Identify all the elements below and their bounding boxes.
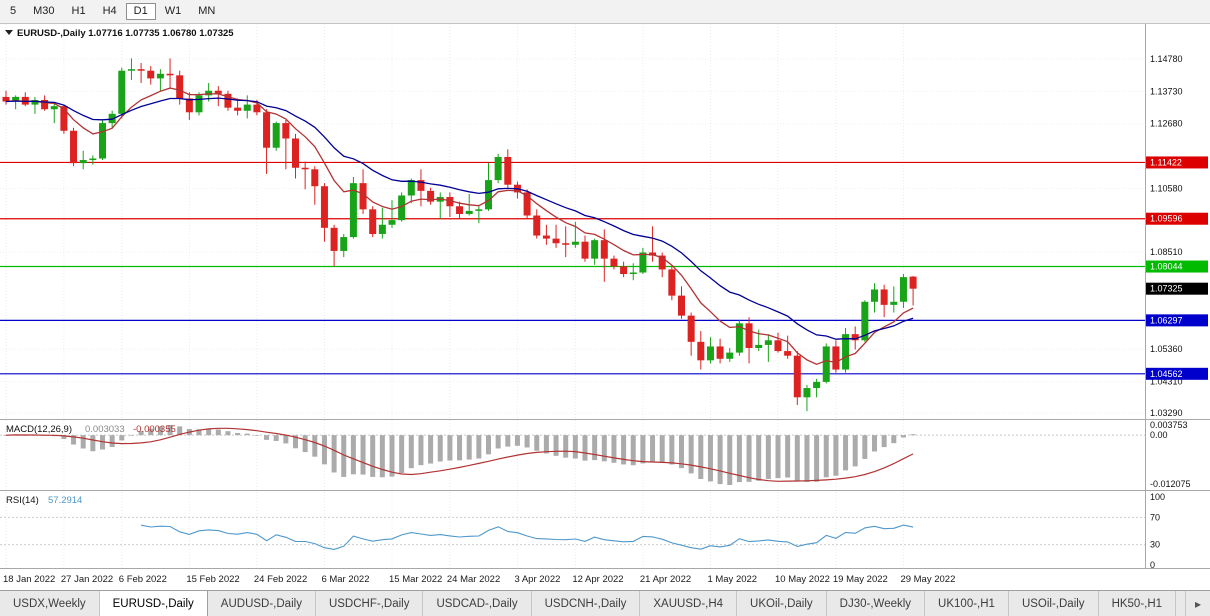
- svg-text:100: 100: [1150, 492, 1165, 502]
- timeframe-m30-button[interactable]: M30: [25, 3, 62, 20]
- ma-9-line: [5, 87, 914, 366]
- svg-text:1.07325: 1.07325: [1150, 284, 1183, 294]
- svg-text:70: 70: [1150, 512, 1160, 522]
- svg-text:1.09596: 1.09596: [1150, 214, 1183, 224]
- tab-usdcnh-daily[interactable]: USDCNH-,Daily: [532, 591, 641, 616]
- rsi-line: [140, 524, 914, 550]
- timeframe-d1-button[interactable]: D1: [125, 3, 156, 20]
- price-label-box: [1146, 367, 1208, 380]
- macd-histogram: [3, 425, 916, 485]
- svg-text:24 Mar 2022: 24 Mar 2022: [447, 574, 500, 585]
- horizontal-levels: [0, 161, 1145, 375]
- tabs-scroll-right-icon[interactable]: ▸: [1184, 591, 1210, 616]
- svg-text:1.08044: 1.08044: [1150, 262, 1183, 272]
- price-label-box: [1146, 282, 1208, 295]
- svg-text:1.12680: 1.12680: [1150, 119, 1183, 129]
- timeframe-h1-button[interactable]: H1: [64, 3, 94, 20]
- tab-eurusd-daily[interactable]: EURUSD-,Daily: [99, 591, 208, 616]
- timeframe-toolbar: 5 M30 H1 H4 D1 W1 MN: [0, 0, 1210, 24]
- svg-text:1.08510: 1.08510: [1150, 247, 1183, 257]
- tab-hk50-h1[interactable]: HK50-,H1: [1099, 591, 1177, 616]
- svg-text:-0.012075: -0.012075: [1150, 479, 1191, 489]
- svg-text:18 Jan 2022: 18 Jan 2022: [3, 574, 55, 585]
- svg-text:0: 0: [1150, 560, 1155, 570]
- svg-text:1.04310: 1.04310: [1150, 377, 1183, 387]
- svg-text:1.10580: 1.10580: [1150, 183, 1183, 193]
- svg-text:EURUSD-,Daily 1.07716 1.07735: EURUSD-,Daily 1.07716 1.07735 1.06780 1.…: [17, 28, 234, 39]
- tab-usoil-daily[interactable]: USOil-,Daily: [1009, 591, 1099, 616]
- svg-text:29 May 2022: 29 May 2022: [900, 574, 955, 585]
- svg-text:1.04562: 1.04562: [1150, 369, 1183, 379]
- tab-ukoil-daily[interactable]: UKOil-,Daily: [737, 591, 827, 616]
- svg-text:10 May 2022: 10 May 2022: [775, 574, 830, 585]
- svg-text:12 Apr 2022: 12 Apr 2022: [572, 574, 623, 585]
- price-label-box: [1146, 314, 1208, 327]
- tab-audusd-daily[interactable]: AUDUSD-,Daily: [208, 591, 316, 616]
- svg-text:21 Apr 2022: 21 Apr 2022: [640, 574, 691, 585]
- price-chart[interactable]: 1.14780 1.13730 1.12680 1.10580 1.08510 1.053…: [0, 24, 1210, 590]
- svg-text:0.00: 0.00: [1150, 430, 1168, 440]
- timeframe-h4-button[interactable]: H4: [95, 3, 125, 20]
- ma-20-line: [5, 97, 914, 340]
- svg-text:15 Feb 2022: 15 Feb 2022: [186, 574, 239, 585]
- timeframe-m5-button[interactable]: 5: [2, 3, 24, 20]
- chart-header: EURUSD-,Daily 1.07716 1.07735 1.06780 1.…: [5, 28, 234, 506]
- svg-text:15 Mar 2022: 15 Mar 2022: [389, 574, 442, 585]
- price-label-box: [1146, 212, 1208, 225]
- tab-usdchf-daily[interactable]: USDCHF-,Daily: [316, 591, 424, 616]
- svg-text:1.05360: 1.05360: [1150, 344, 1183, 354]
- svg-text:1.14780: 1.14780: [1150, 54, 1183, 64]
- svg-text:6 Mar 2022: 6 Mar 2022: [321, 574, 369, 585]
- chart-list-icon: [5, 30, 13, 35]
- timeframe-mn-button[interactable]: MN: [190, 3, 223, 20]
- price-axis: 1.14780 1.13730 1.12680 1.10580 1.08510 1.053…: [1146, 54, 1208, 570]
- svg-text:1.03290: 1.03290: [1150, 408, 1183, 418]
- svg-text:57.2914: 57.2914: [48, 495, 82, 506]
- tab-xauusd-h4[interactable]: XAUUSD-,H4: [640, 591, 738, 616]
- price-label-box: [1146, 260, 1208, 273]
- svg-text:19 May 2022: 19 May 2022: [833, 574, 888, 585]
- time-axis: 18 Jan 2022 27 Jan 2022 6 Feb 2022 15 Feb 2…: [3, 574, 955, 585]
- tab-usdx-weekly[interactable]: USDX,Weekly: [0, 591, 100, 616]
- price-label-box: [1146, 156, 1208, 169]
- candles: [2, 58, 917, 412]
- svg-text:3 Apr 2022: 3 Apr 2022: [514, 574, 560, 585]
- svg-text:0.003753: 0.003753: [1150, 420, 1188, 430]
- svg-text:1.11422: 1.11422: [1150, 157, 1182, 167]
- svg-text:24 Feb 2022: 24 Feb 2022: [254, 574, 307, 585]
- tab-uk100-h1[interactable]: UK100-,H1: [925, 591, 1009, 616]
- svg-text:30: 30: [1150, 540, 1160, 550]
- svg-text:RSI(14): RSI(14): [6, 495, 39, 506]
- gridlines: [0, 24, 1145, 568]
- svg-text:0.003033: 0.003033: [85, 424, 125, 435]
- svg-text:27 Jan 2022: 27 Jan 2022: [61, 574, 113, 585]
- svg-text:-0.000355: -0.000355: [133, 424, 176, 435]
- timeframe-w1-button[interactable]: W1: [157, 3, 190, 20]
- tab-usdcad-daily[interactable]: USDCAD-,Daily: [423, 591, 532, 616]
- tab-dj30-weekly[interactable]: DJ30-,Weekly: [827, 591, 926, 616]
- svg-text:1 May 2022: 1 May 2022: [707, 574, 757, 585]
- svg-text:1.13730: 1.13730: [1150, 86, 1183, 96]
- macd-signal-line: [5, 427, 914, 482]
- svg-text:MACD(12,26,9): MACD(12,26,9): [6, 424, 72, 435]
- svg-text:1.06297: 1.06297: [1150, 315, 1183, 325]
- svg-text:6 Feb 2022: 6 Feb 2022: [119, 574, 167, 585]
- chart-tabs-bar: USDX,Weekly EURUSD-,Daily AUDUSD-,Daily …: [0, 590, 1210, 616]
